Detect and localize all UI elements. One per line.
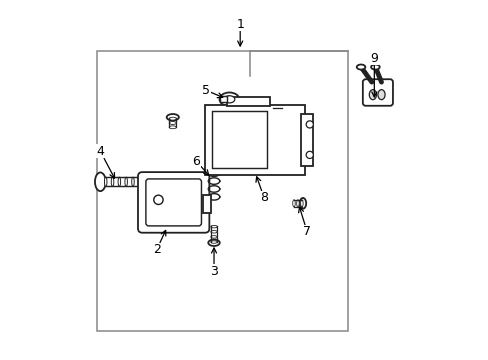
Ellipse shape — [292, 200, 295, 207]
Ellipse shape — [118, 177, 121, 186]
Text: 3: 3 — [210, 248, 218, 278]
Ellipse shape — [210, 225, 217, 228]
Ellipse shape — [210, 230, 217, 233]
Ellipse shape — [356, 64, 365, 69]
Circle shape — [305, 151, 313, 158]
Ellipse shape — [210, 236, 217, 238]
Text: 7: 7 — [298, 207, 311, 238]
Ellipse shape — [296, 200, 299, 207]
FancyBboxPatch shape — [145, 179, 201, 226]
Ellipse shape — [370, 64, 379, 69]
Circle shape — [153, 195, 163, 204]
Text: 4: 4 — [96, 145, 114, 178]
Ellipse shape — [219, 93, 239, 106]
Ellipse shape — [169, 126, 176, 129]
Bar — [97, 51, 348, 330]
Text: 6: 6 — [192, 155, 208, 175]
FancyBboxPatch shape — [138, 172, 209, 233]
Bar — [301, 114, 312, 166]
Text: 1: 1 — [236, 18, 244, 46]
Ellipse shape — [169, 117, 176, 120]
Ellipse shape — [210, 241, 217, 243]
Ellipse shape — [138, 177, 141, 186]
Ellipse shape — [166, 114, 179, 121]
Ellipse shape — [224, 96, 234, 103]
Text: 5: 5 — [202, 84, 222, 98]
Bar — [211, 111, 266, 168]
Ellipse shape — [299, 198, 305, 209]
Ellipse shape — [111, 177, 114, 186]
Text: 8: 8 — [255, 177, 268, 204]
Ellipse shape — [368, 90, 376, 100]
Bar — [204, 105, 305, 175]
Ellipse shape — [95, 172, 105, 191]
Ellipse shape — [169, 122, 176, 125]
Ellipse shape — [300, 200, 303, 207]
Ellipse shape — [104, 177, 107, 186]
Ellipse shape — [131, 177, 134, 186]
Bar — [203, 195, 211, 213]
Bar — [220, 96, 226, 102]
Ellipse shape — [377, 90, 384, 100]
Bar — [226, 97, 269, 106]
Text: 2: 2 — [152, 230, 165, 256]
FancyBboxPatch shape — [362, 79, 392, 106]
Circle shape — [305, 121, 313, 128]
Ellipse shape — [124, 177, 127, 186]
Text: 9: 9 — [369, 51, 378, 97]
Ellipse shape — [208, 239, 219, 246]
